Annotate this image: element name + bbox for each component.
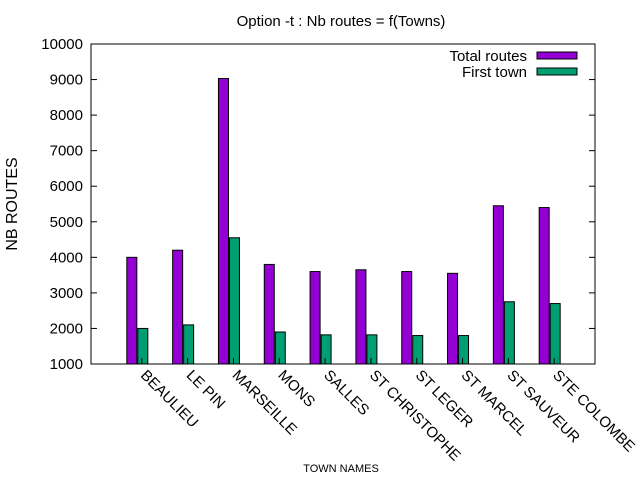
bar-total-routes bbox=[263, 263, 275, 365]
y-tick-label: 1000 bbox=[50, 356, 83, 373]
x-tick-label: LE PIN bbox=[183, 367, 229, 413]
bar-first-town bbox=[412, 335, 424, 365]
legend-label: Total routes bbox=[449, 48, 527, 65]
bar-first-town bbox=[503, 301, 515, 365]
y-tick-label: 9000 bbox=[50, 72, 83, 89]
legend-swatch bbox=[536, 51, 578, 60]
x-tick-label: STE COLOMBE bbox=[549, 367, 638, 456]
legend-label: First town bbox=[462, 64, 527, 81]
y-tick-label: 2000 bbox=[50, 320, 83, 337]
bar-total-routes bbox=[447, 272, 459, 365]
y-tick-label: 10000 bbox=[41, 36, 83, 53]
bar-first-town bbox=[458, 335, 470, 365]
bar-total-routes bbox=[309, 271, 321, 365]
plot-frame bbox=[90, 43, 596, 365]
bar-first-town bbox=[228, 237, 240, 365]
bar-total-routes bbox=[401, 271, 413, 365]
bar-total-routes bbox=[538, 207, 550, 365]
bar-first-town bbox=[320, 334, 332, 365]
y-tick-label: 4000 bbox=[50, 249, 83, 266]
bar-total-routes bbox=[355, 269, 367, 365]
bar-first-town bbox=[366, 334, 378, 365]
bar-total-routes bbox=[492, 205, 504, 365]
y-tick-label: 5000 bbox=[50, 214, 83, 231]
bar-total-routes bbox=[217, 77, 229, 365]
y-tick-label: 7000 bbox=[50, 143, 83, 160]
bar-first-town bbox=[549, 303, 561, 365]
legend-swatch bbox=[536, 67, 578, 76]
x-tick-label: MONS bbox=[274, 367, 318, 411]
y-tick-label: 6000 bbox=[50, 178, 83, 195]
x-tick-label: SALLES bbox=[320, 367, 372, 419]
y-tick-label: 8000 bbox=[50, 107, 83, 124]
plot-area: 1000 2000 3000 4000 5000 6000 7000 8000 9000 1000… bbox=[41, 36, 638, 464]
y-axis-label: NB ROUTES bbox=[4, 157, 21, 250]
bar-first-town bbox=[137, 327, 149, 365]
bar-total-routes bbox=[172, 249, 184, 365]
x-axis-label: TOWN NAMES bbox=[303, 463, 379, 475]
y-tick-label: 3000 bbox=[50, 285, 83, 302]
bar-first-town bbox=[274, 331, 286, 365]
bar-first-town bbox=[183, 324, 195, 365]
bar-total-routes bbox=[126, 256, 138, 365]
chart-title: Option -t : Nb routes = f(Towns) bbox=[237, 13, 446, 30]
